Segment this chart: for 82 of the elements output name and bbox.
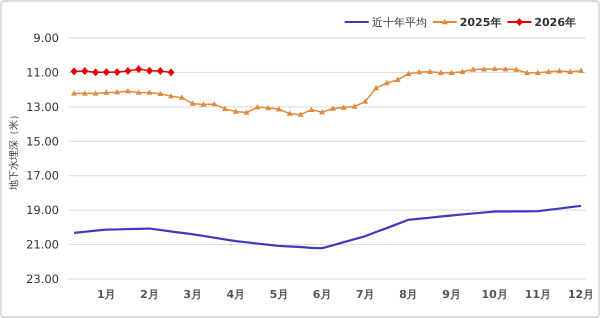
y-tick-label: 17.00 — [26, 168, 59, 183]
point — [362, 98, 368, 104]
point — [265, 104, 272, 110]
point — [298, 111, 304, 117]
point — [330, 105, 336, 111]
point — [578, 68, 584, 73]
y-tick-label: 15.00 — [26, 134, 59, 148]
x-tick-label: 3月 — [183, 288, 202, 301]
legend-label: 2025年 — [460, 16, 502, 29]
point — [470, 66, 476, 72]
point — [492, 66, 498, 72]
point — [114, 68, 121, 76]
y-tick-label: 21.00 — [26, 238, 59, 252]
point — [276, 106, 282, 112]
point — [534, 70, 541, 75]
x-tick-label: 2月 — [140, 288, 159, 301]
point — [81, 67, 88, 76]
point — [124, 88, 131, 94]
point — [103, 89, 110, 95]
point — [211, 100, 218, 106]
point — [480, 66, 487, 72]
point — [384, 80, 390, 86]
point — [200, 101, 206, 107]
point — [70, 67, 78, 76]
point — [340, 104, 347, 110]
point — [146, 66, 154, 75]
point — [157, 90, 164, 96]
point — [426, 68, 433, 74]
point — [556, 68, 562, 74]
x-tick-label: 8月 — [399, 288, 418, 301]
point — [546, 68, 552, 74]
point — [168, 68, 175, 76]
legend-label: 2026年 — [534, 16, 576, 29]
point — [136, 89, 142, 95]
line-series — [72, 204, 582, 250]
x-tick-label: 12月 — [568, 288, 594, 301]
point — [178, 94, 185, 100]
point — [286, 110, 293, 116]
point — [232, 108, 239, 114]
x-tick-label: 11月 — [524, 288, 552, 301]
y-tick-label: 19.00 — [26, 203, 59, 218]
point — [82, 90, 88, 96]
point — [524, 70, 530, 75]
x-tick-label: 1月 — [97, 288, 116, 301]
y-tick-label: 11.00 — [26, 65, 59, 80]
legend-label: 近十年平均 — [372, 16, 427, 29]
point — [448, 70, 455, 75]
point — [394, 76, 401, 82]
y-tick-label: 13.00 — [26, 100, 59, 114]
point — [92, 90, 99, 96]
y-tick-label: 9.00 — [33, 31, 59, 45]
point — [190, 100, 196, 106]
point — [513, 66, 520, 72]
point — [502, 66, 508, 72]
point — [373, 84, 380, 90]
x-tick-label: 5月 — [270, 288, 288, 301]
point — [319, 108, 326, 114]
point — [71, 90, 77, 96]
x-tick-label: 10月 — [482, 288, 508, 301]
point — [459, 68, 466, 74]
point — [416, 68, 422, 74]
x-tick-label: 6月 — [312, 288, 332, 301]
y-axis-title: 地下水埋深（米） — [8, 110, 20, 191]
point — [168, 92, 174, 98]
point — [92, 68, 100, 76]
x-tick-label: 4月 — [226, 288, 246, 301]
point — [254, 104, 260, 110]
point — [102, 68, 110, 76]
point — [438, 70, 444, 75]
point — [244, 109, 250, 115]
point — [156, 67, 164, 76]
point — [222, 106, 228, 112]
point — [146, 89, 153, 95]
point — [308, 106, 314, 112]
point — [114, 89, 120, 94]
point — [351, 103, 358, 109]
y-tick-label: 23.00 — [26, 272, 59, 286]
point — [124, 67, 132, 76]
x-tick-label: 9月 — [442, 288, 461, 301]
x-tick-label: 7月 — [356, 288, 375, 301]
point — [567, 68, 574, 74]
point — [135, 65, 142, 74]
